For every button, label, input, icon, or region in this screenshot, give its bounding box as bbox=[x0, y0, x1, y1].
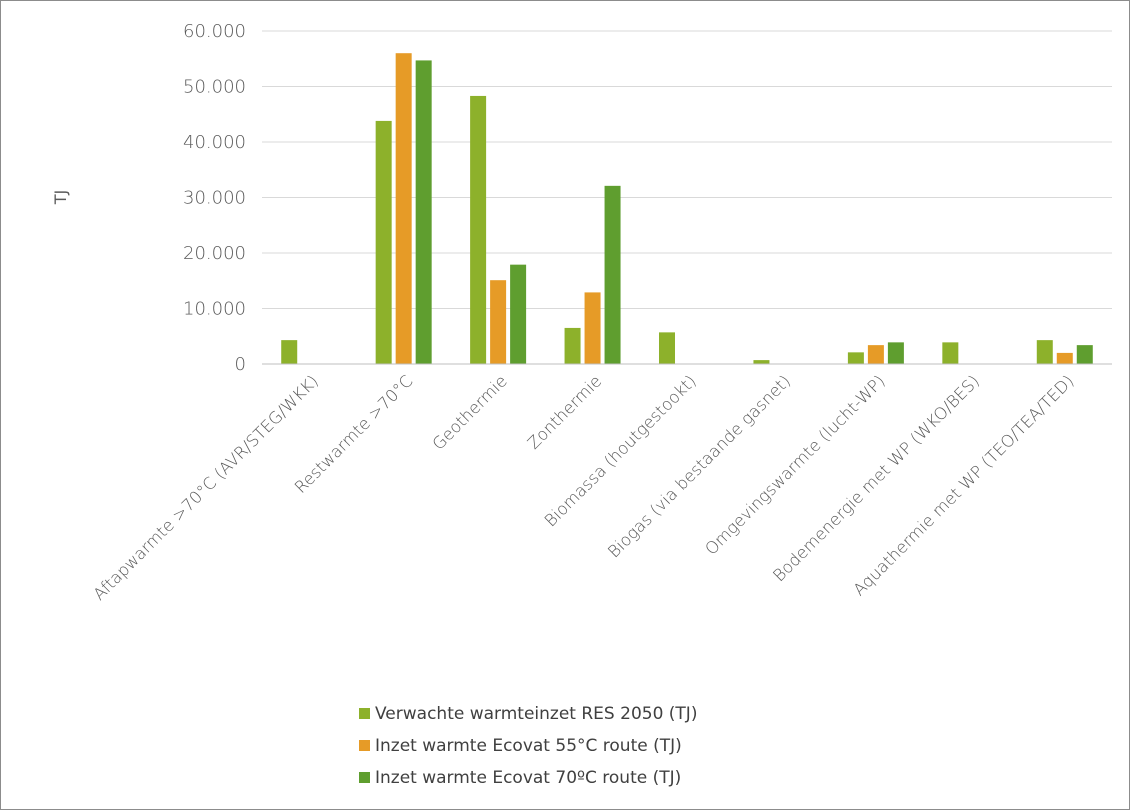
y-tick-label: 20.000 bbox=[183, 243, 246, 264]
legend-swatch bbox=[359, 740, 370, 751]
bar bbox=[867, 345, 884, 364]
legend-label: Inzet warmte Ecovat 55°C route (TJ) bbox=[375, 736, 682, 756]
y-tick-label: 30.000 bbox=[183, 188, 246, 209]
y-axis-ticks: 0 10.000 20.000 30.000 40.000 50.000 60.000 bbox=[183, 21, 246, 375]
bar bbox=[470, 95, 487, 364]
bar bbox=[942, 342, 959, 364]
y-tick-label: 0 bbox=[235, 354, 246, 375]
bar bbox=[753, 360, 770, 364]
bar bbox=[395, 53, 412, 364]
y-tick-label: 10.000 bbox=[183, 299, 246, 320]
bar bbox=[415, 60, 432, 364]
x-category-label: Aquathermie met WP (TEO/TEA/TED) bbox=[849, 371, 1077, 599]
bar bbox=[584, 292, 601, 364]
x-category-label: Aftapwarmte >70°C (AVR/STEG/WKK) bbox=[90, 371, 323, 604]
bar bbox=[564, 327, 581, 364]
bar bbox=[1076, 345, 1093, 364]
legend-swatch bbox=[359, 708, 370, 719]
y-tick-label: 40.000 bbox=[183, 132, 246, 153]
bar bbox=[281, 340, 298, 364]
legend-swatch bbox=[359, 772, 370, 783]
legend-label: Verwachte warmteinzet RES 2050 (TJ) bbox=[375, 704, 697, 724]
x-category-label: Geothermie bbox=[429, 371, 511, 453]
x-category-label: Bodemenergie met WP (WKO/BES) bbox=[769, 371, 983, 585]
x-category-label: Biomassa (houtgestookt) bbox=[541, 371, 700, 530]
bar bbox=[604, 185, 621, 364]
bars bbox=[281, 53, 1093, 364]
x-category-label: Omgevingswarmte (lucht-WP) bbox=[701, 371, 888, 558]
legend-label: Inzet warmte Ecovat 70ºC route (TJ) bbox=[375, 768, 681, 788]
bar bbox=[510, 264, 527, 364]
bar bbox=[490, 280, 507, 364]
bar bbox=[1056, 352, 1073, 364]
x-category-label: Biogas (via bestaande gasnet) bbox=[604, 371, 794, 561]
bar bbox=[375, 120, 392, 364]
y-tick-label: 50.000 bbox=[183, 77, 246, 98]
legend: Verwachte warmteinzet RES 2050 (TJ) Inzet… bbox=[359, 704, 697, 788]
bar bbox=[847, 352, 864, 364]
bar bbox=[659, 332, 675, 364]
x-category-label: Zonthermie bbox=[524, 371, 605, 452]
y-tick-label: 60.000 bbox=[183, 21, 246, 42]
y-axis-label: TJ bbox=[51, 190, 70, 206]
bar bbox=[1036, 340, 1053, 364]
bar bbox=[887, 342, 904, 364]
x-axis-category-labels: Aftapwarmte >70°C (AVR/STEG/WKK)Restwarm… bbox=[90, 371, 1078, 604]
